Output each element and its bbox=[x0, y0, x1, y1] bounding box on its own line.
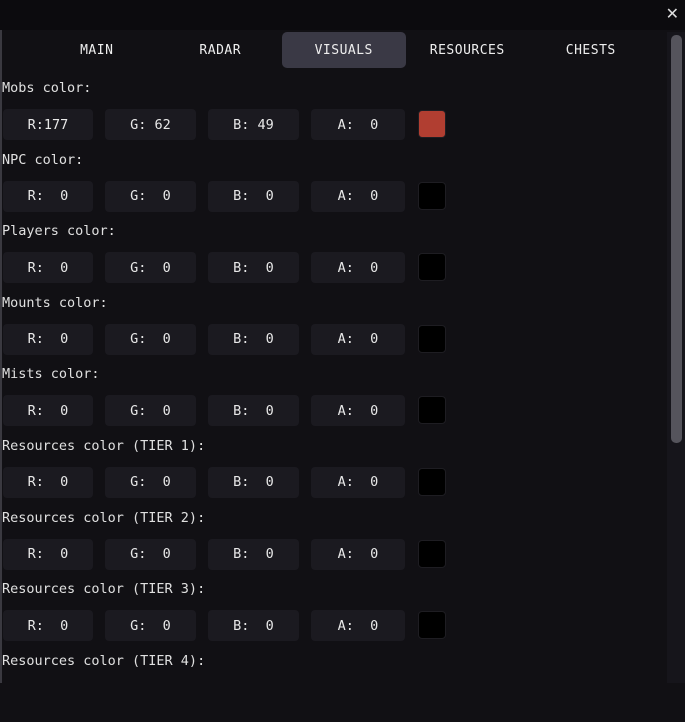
r-channel-input[interactable]: R:177 bbox=[3, 109, 93, 140]
color-label: Resources color (TIER 1): bbox=[2, 437, 206, 454]
b-channel-input[interactable]: B: 0 bbox=[208, 538, 299, 570]
color-swatch[interactable] bbox=[418, 181, 446, 210]
r-channel-input[interactable]: R: 0 bbox=[3, 610, 93, 642]
tab-resources[interactable]: RESOURCES bbox=[429, 42, 505, 58]
scrollbar-thumb[interactable] bbox=[671, 35, 682, 443]
color-section: Resources color (TIER 1): R: 0 G: 0 B: 0 A: … bbox=[0, 436, 667, 508]
color-swatch[interactable] bbox=[418, 539, 446, 568]
color-swatch[interactable] bbox=[418, 324, 446, 353]
r-channel-input[interactable]: R: 0 bbox=[3, 466, 93, 498]
tab-chests[interactable]: CHESTS bbox=[565, 42, 616, 58]
title-bar: ✕ bbox=[0, 0, 685, 30]
color-label: Mists color: bbox=[2, 366, 100, 383]
g-channel-input[interactable]: G: 0 bbox=[105, 323, 196, 355]
window-border bbox=[0, 0, 2, 683]
r-channel-input[interactable]: R: 0 bbox=[3, 395, 93, 427]
b-channel-input[interactable]: B: 0 bbox=[208, 252, 299, 284]
g-channel-input[interactable]: G: 0 bbox=[105, 610, 196, 642]
tab-radar[interactable]: RADAR bbox=[199, 42, 242, 58]
a-channel-input[interactable]: A: 0 bbox=[311, 252, 405, 284]
a-channel-input[interactable]: A: 0 bbox=[311, 466, 405, 498]
color-label: NPC color: bbox=[2, 151, 84, 168]
r-channel-input[interactable]: R: 0 bbox=[3, 252, 93, 284]
color-swatch[interactable] bbox=[418, 467, 446, 496]
b-channel-input[interactable]: B: 49 bbox=[208, 109, 299, 140]
color-label: Resources color (TIER 2): bbox=[2, 509, 206, 526]
b-channel-input[interactable]: B: 0 bbox=[208, 323, 299, 355]
g-channel-input[interactable]: G: 0 bbox=[105, 395, 196, 427]
b-channel-input[interactable]: B: 0 bbox=[208, 395, 299, 427]
g-channel-input[interactable]: G: 62 bbox=[105, 109, 196, 140]
a-channel-input[interactable]: A: 0 bbox=[311, 610, 405, 642]
g-channel-input[interactable]: G: 0 bbox=[105, 180, 196, 212]
b-channel-input[interactable]: B: 0 bbox=[208, 180, 299, 212]
g-channel-input[interactable]: G: 0 bbox=[105, 252, 196, 284]
r-channel-input[interactable]: R: 0 bbox=[3, 323, 93, 355]
close-icon[interactable]: ✕ bbox=[665, 4, 679, 23]
visuals-settings: Mobs color: R:177 G: 62 B: 49 A: 0 NPC color:… bbox=[0, 78, 667, 722]
tab-bar: MAIN RADAR VISUALS RESOURCES CHESTS bbox=[35, 32, 653, 68]
a-channel-input[interactable]: A: 0 bbox=[311, 395, 405, 427]
color-section: NPC color: R: 0 G: 0 B: 0 A: 0 bbox=[0, 150, 667, 222]
color-section: Resources color (TIER 3): R: 0 G: 0 B: 0 A: … bbox=[0, 579, 667, 651]
color-swatch[interactable] bbox=[418, 253, 446, 282]
b-channel-input[interactable]: B: 0 bbox=[208, 466, 299, 498]
color-label: Resources color (TIER 3): bbox=[2, 581, 206, 598]
color-label: Resources color (TIER 4): bbox=[2, 652, 206, 669]
color-section: Mobs color: R:177 G: 62 B: 49 A: 0 bbox=[0, 78, 667, 150]
a-channel-input[interactable]: A: 0 bbox=[311, 180, 405, 212]
color-label: Mounts color: bbox=[2, 294, 108, 311]
r-channel-input[interactable]: R: 0 bbox=[3, 538, 93, 570]
g-channel-input[interactable]: G: 0 bbox=[105, 538, 196, 570]
a-channel-input[interactable]: A: 0 bbox=[311, 538, 405, 570]
a-channel-input[interactable]: A: 0 bbox=[311, 109, 405, 140]
tab-visuals[interactable]: VISUALS bbox=[282, 32, 406, 68]
g-channel-input[interactable]: G: 0 bbox=[105, 466, 196, 498]
color-label: Players color: bbox=[2, 223, 116, 240]
tab-main[interactable]: MAIN bbox=[80, 42, 114, 58]
color-section: Players color: R: 0 G: 0 B: 0 A: 0 bbox=[0, 221, 667, 293]
color-section: Resources color (TIER 4): bbox=[0, 651, 667, 722]
color-section: Mists color: R: 0 G: 0 B: 0 A: 0 bbox=[0, 364, 667, 436]
color-swatch[interactable] bbox=[418, 611, 446, 640]
b-channel-input[interactable]: B: 0 bbox=[208, 610, 299, 642]
a-channel-input[interactable]: A: 0 bbox=[311, 323, 405, 355]
color-section: Resources color (TIER 2): R: 0 G: 0 B: 0 A: … bbox=[0, 508, 667, 580]
color-swatch[interactable] bbox=[418, 396, 446, 425]
color-section: Mounts color: R: 0 G: 0 B: 0 A: 0 bbox=[0, 293, 667, 365]
r-channel-input[interactable]: R: 0 bbox=[3, 180, 93, 212]
color-swatch[interactable] bbox=[418, 110, 446, 138]
color-label: Mobs color: bbox=[2, 80, 92, 96]
